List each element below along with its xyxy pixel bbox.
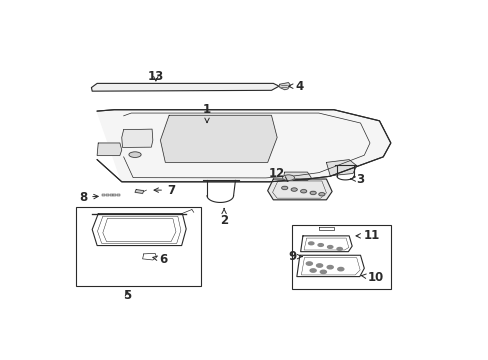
Polygon shape bbox=[122, 129, 153, 148]
Polygon shape bbox=[97, 143, 122, 156]
Polygon shape bbox=[326, 159, 356, 176]
Bar bbox=[113, 194, 116, 196]
Polygon shape bbox=[296, 255, 364, 276]
Ellipse shape bbox=[305, 262, 312, 265]
Text: 6: 6 bbox=[153, 253, 167, 266]
Polygon shape bbox=[267, 179, 331, 200]
Ellipse shape bbox=[282, 175, 294, 180]
Polygon shape bbox=[97, 110, 390, 182]
Ellipse shape bbox=[309, 191, 316, 194]
Text: 13: 13 bbox=[147, 70, 163, 83]
Text: 4: 4 bbox=[288, 80, 304, 93]
Ellipse shape bbox=[281, 186, 287, 190]
Bar bbox=[105, 194, 109, 196]
Text: 1: 1 bbox=[203, 103, 211, 122]
Polygon shape bbox=[304, 238, 348, 250]
Bar bbox=[117, 194, 120, 196]
Bar bbox=[292, 225, 390, 288]
Ellipse shape bbox=[317, 244, 323, 246]
Ellipse shape bbox=[318, 193, 324, 196]
Text: 10: 10 bbox=[361, 271, 383, 284]
Text: 11: 11 bbox=[355, 229, 379, 242]
Text: 8: 8 bbox=[79, 190, 98, 203]
Text: 12: 12 bbox=[268, 167, 287, 181]
Ellipse shape bbox=[308, 242, 313, 245]
Polygon shape bbox=[92, 214, 186, 246]
Polygon shape bbox=[97, 216, 181, 243]
Ellipse shape bbox=[300, 190, 306, 193]
Bar bbox=[76, 207, 201, 286]
Polygon shape bbox=[279, 82, 290, 90]
Ellipse shape bbox=[320, 270, 325, 274]
Polygon shape bbox=[282, 172, 311, 180]
Text: 7: 7 bbox=[154, 184, 175, 197]
Ellipse shape bbox=[337, 267, 343, 271]
Polygon shape bbox=[301, 258, 359, 275]
Bar bbox=[109, 194, 112, 196]
Polygon shape bbox=[91, 84, 279, 91]
Text: 2: 2 bbox=[220, 208, 228, 227]
Polygon shape bbox=[318, 227, 333, 230]
Ellipse shape bbox=[309, 269, 316, 272]
Ellipse shape bbox=[336, 247, 342, 250]
Polygon shape bbox=[160, 115, 277, 162]
Polygon shape bbox=[142, 253, 156, 260]
Text: 9: 9 bbox=[287, 250, 302, 263]
Polygon shape bbox=[300, 236, 351, 252]
Text: 5: 5 bbox=[123, 289, 131, 302]
Ellipse shape bbox=[290, 188, 297, 191]
Text: 3: 3 bbox=[350, 172, 364, 185]
Polygon shape bbox=[135, 190, 143, 193]
Ellipse shape bbox=[316, 264, 322, 267]
Ellipse shape bbox=[326, 266, 332, 269]
Ellipse shape bbox=[129, 152, 141, 157]
Bar bbox=[102, 194, 105, 196]
Ellipse shape bbox=[327, 246, 332, 248]
